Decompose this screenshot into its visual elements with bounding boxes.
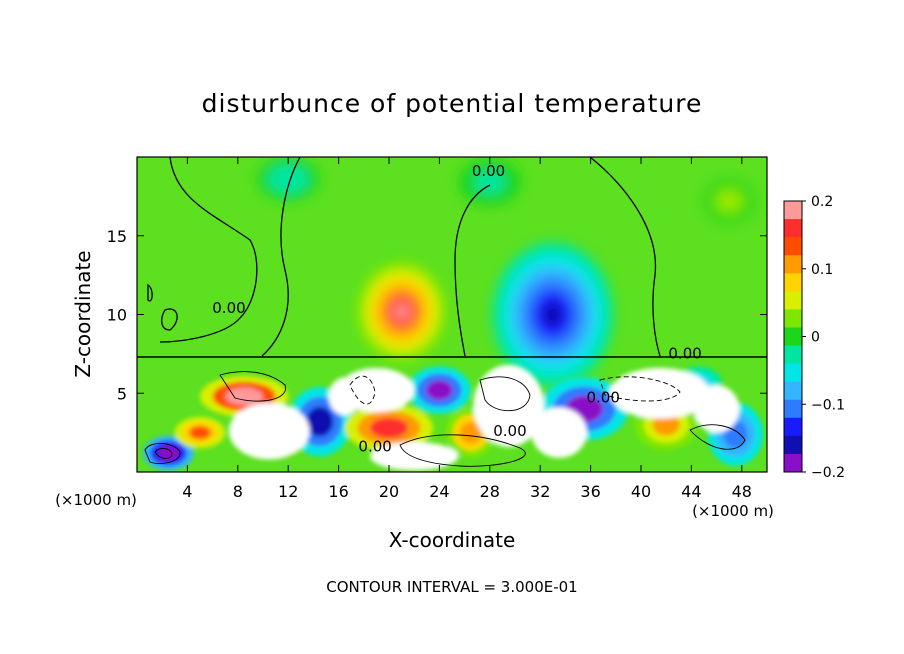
upper-field-layer (256, 157, 755, 387)
zero-contours (147, 157, 661, 357)
colorbar-swatch-7 (784, 327, 802, 347)
white-patch-6 (693, 385, 740, 433)
x-tick-label-7: 32 (530, 482, 550, 501)
x-tick-label-4: 20 (379, 482, 399, 501)
lower-contour-7 (399, 434, 526, 467)
x-tick-label-8: 36 (580, 482, 600, 501)
colorbar (784, 201, 802, 473)
x-axis-label: X-coordinate (389, 528, 516, 552)
lower-contours (144, 371, 746, 467)
y-tick-label-2: 15 (107, 227, 127, 246)
x-unit-right: (×1000 m) (692, 502, 774, 520)
white-patch-3 (473, 364, 544, 447)
colorbar-swatch-14 (784, 453, 802, 473)
chart-title: disturbunce of potential temperature (202, 89, 703, 118)
zero-contour-middle-left (261, 157, 301, 357)
white-patch-5 (609, 368, 711, 419)
field-blob-0-level-5 (394, 302, 410, 320)
colorbar-swatch-9 (784, 363, 802, 383)
small-contour-left (147, 283, 178, 331)
lower-patch-1-level-2 (225, 387, 263, 406)
contour-label-1: 0.00 (212, 299, 245, 317)
contour-label-0: 0.00 (472, 162, 505, 180)
x-axis-ticks: 4 8 12 16 20 24 28 32 36 40 44 48 (182, 157, 752, 501)
lower-contour-4 (349, 375, 376, 405)
white-patch-4 (531, 407, 587, 458)
zero-contour-left (159, 157, 258, 343)
lower-contour-8 (689, 424, 746, 450)
colorbar-swatch-6 (784, 309, 802, 328)
contour-label-4: 0.00 (493, 422, 526, 440)
lower-patch-4-level-2 (425, 379, 453, 401)
lower-patch-0-level-2 (157, 445, 180, 461)
colorbar-swatch-2 (784, 237, 802, 256)
contour-interval-note: CONTOUR INTERVAL = 3.000E-01 (326, 578, 577, 596)
lower-contour-5 (479, 376, 531, 412)
colorbar-swatch-10 (784, 381, 802, 401)
colorbar-swatch-12 (784, 417, 802, 437)
lower-field-layer (143, 364, 764, 471)
x-tick-label-6: 28 (480, 482, 500, 501)
lower-patch-9-level-2 (189, 425, 211, 440)
x-tick-label-10: 44 (681, 482, 701, 501)
contour-label-3: 0.00 (586, 389, 619, 407)
colorbar-tick-label-4: −0.2 (811, 465, 845, 481)
field-blob-3-level-5 (484, 178, 496, 187)
x-tick-label-2: 12 (278, 482, 298, 501)
white-patch-0 (228, 402, 310, 460)
zero-contour-right (589, 157, 661, 357)
y-tick-label-0: 5 (117, 384, 127, 403)
lower-contour-2 (154, 448, 173, 459)
lower-patch-3-level-2 (370, 417, 408, 439)
colorbar-swatch-5 (784, 291, 802, 310)
colorbar-tick-label-2: 0 (811, 330, 820, 346)
lower-patch-7-level-2 (652, 413, 680, 436)
x-tick-label-3: 16 (328, 482, 348, 501)
x-tick-label-11: 48 (732, 482, 752, 501)
zero-contour-middle (454, 184, 491, 357)
contour-labels: 0.00 0.00 0.00 0.00 0.00 0.00 (212, 162, 702, 456)
colorbar-tick-label-1: 0.1 (811, 262, 833, 278)
lower-contour-3 (219, 371, 286, 402)
y-axis-label: Z-coordinate (71, 250, 95, 377)
colorbar-ticks: 0.2 0.1 0 −0.1 −0.2 (802, 194, 845, 481)
x-unit-left: (×1000 m) (55, 491, 137, 509)
x-tick-label-1: 8 (233, 482, 243, 501)
contour-label-5: 0.00 (358, 438, 391, 456)
lower-patch-5-level-2 (460, 421, 482, 444)
colorbar-swatch-13 (784, 435, 802, 455)
colorbar-swatch-0 (784, 201, 802, 220)
colorbar-swatch-1 (784, 219, 802, 238)
colorbar-tick-label-3: −0.1 (811, 397, 845, 413)
colorbar-tick-label-0: 0.2 (811, 194, 833, 210)
colorbar-swatch-3 (784, 255, 802, 274)
contour-label-2: 0.00 (668, 345, 701, 363)
field-blob-4-level-5 (725, 197, 734, 205)
colorbar-swatch-11 (784, 399, 802, 419)
x-tick-label-0: 4 (182, 482, 192, 501)
x-tick-label-5: 24 (429, 482, 449, 501)
y-axis-ticks: 5 10 15 (107, 227, 767, 403)
lower-contour-1 (144, 443, 181, 464)
heatmap-field: 0.00 0.00 0.00 0.00 0.00 0.00 (137, 157, 767, 472)
field-blob-1-level-5 (542, 302, 563, 327)
colorbar-swatch-8 (784, 345, 802, 365)
colorbar-swatch-4 (784, 273, 802, 292)
lower-patch-2-level-2 (306, 406, 334, 437)
x-tick-label-9: 40 (631, 482, 651, 501)
y-tick-label-1: 10 (107, 306, 127, 325)
lower-contour-6 (599, 376, 681, 402)
white-patch-7 (328, 377, 362, 416)
